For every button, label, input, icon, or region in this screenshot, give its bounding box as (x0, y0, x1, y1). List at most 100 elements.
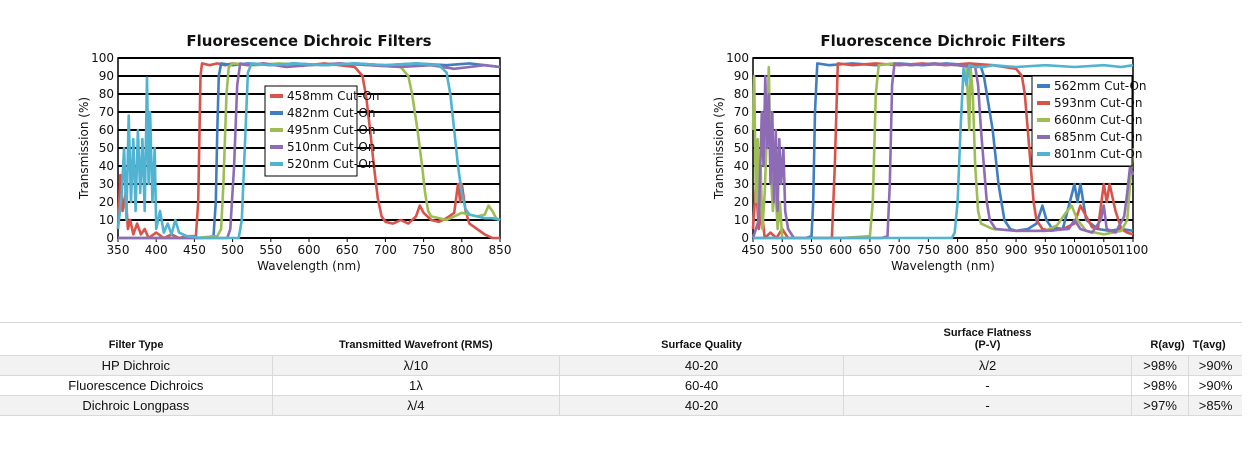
cell-wavefront: 1λ (271, 375, 560, 396)
x-tick-label: 600 (829, 243, 852, 257)
y-tick-label: 30 (734, 177, 749, 191)
cell-t-avg: >85% (1188, 395, 1242, 416)
x-axis-label: Wavelength (nm) (891, 259, 995, 273)
y-axis-label: Transmission (%) (77, 97, 91, 200)
legend-label: 685nm Cut-On (1054, 130, 1142, 144)
x-tick-label: 850 (975, 243, 998, 257)
chart-right: Fluorescence Dichroic Filters 0 10 20 30 40 50… (712, 32, 1149, 273)
x-tick-label: 500 (771, 243, 794, 257)
header-flatness-line2: (P-V) (974, 339, 1001, 351)
header-filter-type: Filter Type (0, 322, 273, 356)
x-tick-label: 500 (221, 243, 244, 257)
y-tick-label: 100 (91, 51, 114, 65)
y-tick-label: 30 (99, 177, 114, 191)
y-tick-label: 60 (99, 123, 114, 137)
y-tick-label: 90 (734, 69, 749, 83)
x-tick-label: 350 (107, 243, 130, 257)
chart-title: Fluorescence Dichroic Filters (820, 32, 1065, 50)
legend-label: 495nm Cut-On (287, 123, 375, 137)
series-line-5 (753, 63, 1134, 240)
legend-label: 593nm Cut-On (1054, 96, 1142, 110)
x-tick-label: 650 (336, 243, 359, 257)
y-tick-label: 50 (99, 141, 114, 155)
legend-label: 482nm Cut-On (287, 106, 375, 120)
x-axis-label: Wavelength (nm) (257, 259, 361, 273)
y-axis-label: Transmission (%) (712, 97, 726, 200)
x-tick-label: 600 (298, 243, 321, 257)
y-tick-label: 0 (106, 231, 114, 245)
cell-filter-type: HP Dichroic (0, 355, 273, 376)
y-tick-label: 10 (734, 213, 749, 227)
table-row: Fluorescence Dichroics 1λ 60-40 - >98% >… (0, 375, 1242, 396)
legend-label: 660nm Cut-On (1054, 113, 1142, 127)
series-line-4 (751, 62, 1135, 240)
x-tick-label: 400 (145, 243, 168, 257)
header-t-avg: T(avg) (1188, 322, 1242, 356)
y-tick-label: 90 (99, 69, 114, 83)
y-tick-label: 60 (734, 123, 749, 137)
y-tick-label: 40 (734, 159, 749, 173)
header-flatness-line1: Surface Flatness (943, 327, 1032, 339)
chart-title: Fluorescence Dichroic Filters (186, 32, 431, 50)
cell-r-avg: >97% (1131, 395, 1189, 416)
cell-flatness: λ/2 (843, 355, 1132, 376)
x-tick-label: 450 (742, 243, 765, 257)
y-tick-label: 20 (734, 195, 749, 209)
cell-flatness: - (843, 395, 1132, 416)
legend-label: 520nm Cut-On (287, 157, 375, 171)
filter-specs-table: Filter Type Transmitted Wavefront (RMS) … (0, 322, 1242, 416)
x-tick-label: 750 (917, 243, 940, 257)
header-surface-flatness: Surface Flatness (P-V) (843, 322, 1132, 356)
cell-flatness: - (843, 375, 1132, 396)
table-row: Dichroic Longpass λ/4 40-20 - >97% >85% (0, 395, 1242, 416)
header-wavefront: Transmitted Wavefront (RMS) (272, 322, 560, 356)
y-tick-label: 80 (99, 87, 114, 101)
x-tick-label: 950 (1034, 243, 1057, 257)
series-line-1 (753, 62, 1134, 240)
cell-surface-quality: 40-20 (558, 355, 844, 376)
x-tick-label: 900 (1005, 243, 1028, 257)
cell-r-avg: >98% (1131, 355, 1189, 376)
cell-surface-quality: 40-20 (558, 395, 844, 416)
table-row: HP Dichroic λ/10 40-20 λ/2 >98% >90% (0, 355, 1242, 376)
y-tick-label: 70 (99, 105, 114, 119)
x-tick-label: 800 (946, 243, 969, 257)
cell-wavefront: λ/10 (271, 355, 560, 376)
header-surface-quality: Surface Quality (559, 322, 844, 356)
cell-t-avg: >90% (1188, 355, 1242, 376)
y-tick-label: 100 (726, 51, 749, 65)
x-tick-label: 1050 (1088, 243, 1119, 257)
y-tick-label: 50 (734, 141, 749, 155)
y-tick-label: 20 (99, 195, 114, 209)
series-line-5 (116, 62, 501, 240)
cell-filter-type: Fluorescence Dichroics (0, 375, 273, 396)
y-tick-label: 80 (734, 87, 749, 101)
x-tick-label: 1000 (1059, 243, 1090, 257)
legend-label: 562mm Cut-On (1054, 79, 1147, 93)
x-tick-label: 550 (259, 243, 282, 257)
legend-label: 801nm Cut-On (1054, 147, 1142, 161)
legend-label: 510nm Cut-On (287, 140, 375, 154)
y-tick-label: 40 (99, 159, 114, 173)
cell-r-avg: >98% (1131, 375, 1189, 396)
x-tick-label: 700 (888, 243, 911, 257)
x-tick-label: 750 (412, 243, 435, 257)
x-tick-label: 800 (450, 243, 473, 257)
cell-wavefront: λ/4 (271, 395, 560, 416)
x-tick-label: 850 (489, 243, 512, 257)
chart-left: Fluorescence Dichroic Filters 0 10 20 30 40 50… (77, 32, 512, 273)
table-header-row: Filter Type Transmitted Wavefront (RMS) … (0, 322, 1242, 356)
y-tick-label: 70 (734, 105, 749, 119)
cell-filter-type: Dichroic Longpass (0, 395, 273, 416)
y-tick-label: 0 (741, 231, 749, 245)
x-tick-label: 650 (858, 243, 881, 257)
x-tick-label: 1100 (1118, 243, 1149, 257)
x-tick-label: 550 (800, 243, 823, 257)
cell-surface-quality: 60-40 (558, 375, 844, 396)
cell-t-avg: >90% (1188, 375, 1242, 396)
x-tick-label: 450 (183, 243, 206, 257)
legend-label: 458mm Cut-On (287, 89, 380, 103)
x-tick-label: 700 (374, 243, 397, 257)
y-tick-label: 10 (99, 213, 114, 227)
header-r-avg: R(avg) (1131, 322, 1189, 356)
